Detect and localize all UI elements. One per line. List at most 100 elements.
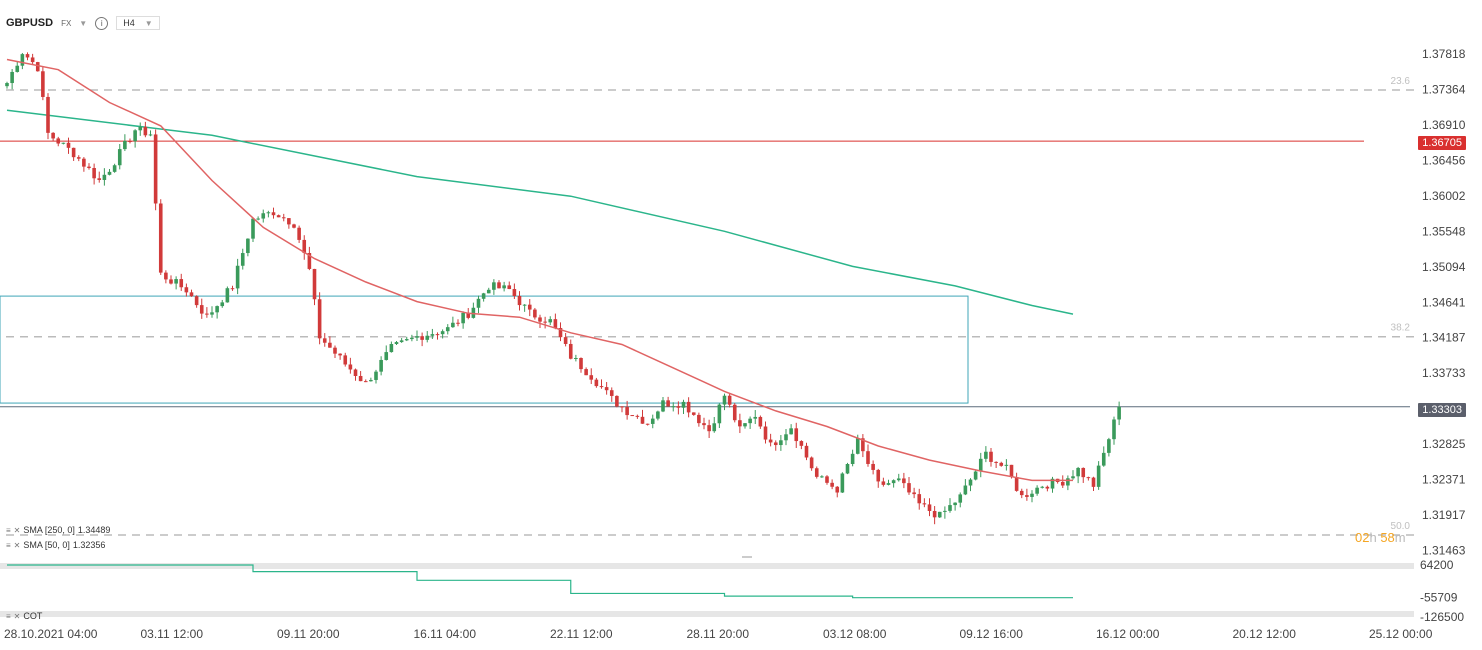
chevron-down-icon[interactable]: ▼ [79,18,88,28]
close-icon[interactable]: ✕ [13,525,21,535]
candle-body [1060,481,1065,486]
candle-body [440,331,445,335]
candle-body [379,359,383,372]
candle-body [1071,476,1075,479]
candle-body [917,494,922,504]
candle-body [702,423,706,426]
candle-body [599,386,604,388]
candle-body [194,296,199,306]
candle-body [112,165,117,172]
candle-body [871,463,875,470]
candle-body [630,415,635,417]
chevron-down-icon: ▼ [144,18,153,28]
candle-body [989,451,993,462]
indicator-sma250[interactable]: ≡ ✕ SMA [250, 0] 1.34489 [6,525,110,535]
candle-body [620,406,624,408]
candle-body [635,415,640,417]
fibonacci-level-label: 38.2 [1391,323,1411,334]
candle-body [261,213,266,219]
candle-body [410,337,414,340]
timer-minutes-unit: m [1394,530,1406,545]
candle-body [625,407,629,416]
candle-body [430,334,435,336]
price-tick-label: 1.33733 [1422,366,1466,380]
candle-body [830,482,834,487]
menu-icon[interactable]: ≡ [6,525,11,535]
candle-body [666,400,670,407]
candle-body [153,134,158,204]
candle-body [738,420,742,427]
candle-body [461,312,465,324]
candle-body [958,494,963,503]
candle-body [276,215,281,218]
candle-body [302,239,307,254]
candle-body [235,265,240,289]
cot-tick-label: -126500 [1420,610,1464,624]
candle-body [758,416,763,427]
candle-body [517,295,522,306]
candle-body [1004,464,1009,466]
candle-body [451,322,455,328]
candle-body [1066,478,1070,486]
candle-body [230,288,235,290]
candle-body [1045,486,1050,489]
candle-body [732,404,737,421]
candle-body [481,293,486,299]
indicator-value: 1.34489 [77,525,111,535]
candle-body [322,338,327,343]
candle-body [794,428,799,442]
info-icon[interactable]: i [95,16,109,30]
close-icon[interactable]: ✕ [13,540,21,550]
candle-body [476,298,481,308]
candle-body [189,292,194,297]
candle-body [1014,477,1019,491]
candle-body [609,390,614,396]
time-tick-label: 03.11 12:00 [141,627,204,641]
candle-body [855,438,860,454]
candle-body [712,423,717,432]
candle-body [128,141,132,143]
timeframe-selector[interactable]: H4 ▼ [116,16,160,30]
candle-body [251,218,255,239]
candle-body [123,141,127,150]
candle-body [215,306,219,313]
candle-body [881,481,886,485]
candle-body [358,375,363,382]
candle-body [533,309,537,318]
candle-body [697,414,701,424]
candle-body [35,62,40,72]
time-tick-label: 09.11 20:00 [277,627,340,641]
candle-body [1050,478,1055,489]
candle-body [415,336,419,338]
candle-body [312,268,317,300]
cot-tick-label: 64200 [1420,558,1454,572]
candle-body [963,485,968,495]
candle-body [943,510,947,512]
candle-body [97,178,102,180]
candle-body [1096,465,1101,487]
zone-rectangle [0,295,969,404]
time-tick-label: 22.11 12:00 [550,627,613,641]
indicator-cot[interactable]: ≡ ✕ COT [6,611,42,621]
current-price-label: 1.33303 [1418,403,1466,417]
time-tick-label: 16.11 04:00 [414,627,477,641]
indicator-sma50[interactable]: ≡ ✕ SMA [50, 0] 1.32356 [6,540,105,550]
candle-body [466,312,471,318]
candle-body [568,343,573,359]
candle-body [891,480,896,484]
candle-body [220,302,225,307]
close-icon[interactable]: ✕ [13,611,21,621]
candle-body [507,285,512,290]
candle-body [384,352,389,360]
candle-body [835,486,840,493]
candle-body [117,149,122,166]
candle-body [471,307,476,318]
market-label: FX [61,18,72,28]
menu-icon[interactable]: ≡ [6,540,11,550]
candle-body [973,471,978,480]
symbol-label[interactable]: GBPUSD [6,17,54,29]
menu-icon[interactable]: ≡ [6,611,11,621]
candle-body [25,54,30,58]
candle-body [225,288,230,303]
